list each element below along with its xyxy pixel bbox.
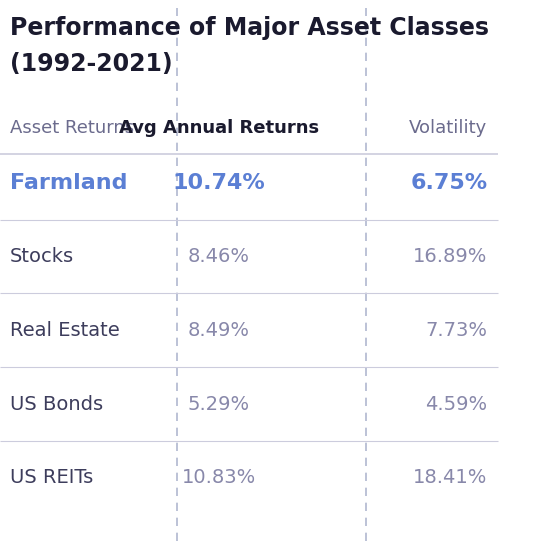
Text: 8.46%: 8.46% [188, 247, 250, 266]
Text: 4.59%: 4.59% [426, 395, 488, 413]
Text: 18.41%: 18.41% [413, 468, 488, 487]
Text: US Bonds: US Bonds [10, 395, 103, 413]
Text: Farmland: Farmland [10, 173, 128, 193]
Text: 7.73%: 7.73% [426, 321, 488, 340]
Text: Stocks: Stocks [10, 247, 74, 266]
Text: 8.49%: 8.49% [188, 321, 250, 340]
Text: Volatility: Volatility [410, 120, 488, 137]
Text: 16.89%: 16.89% [413, 247, 488, 266]
Text: (1992-2021): (1992-2021) [10, 52, 173, 76]
Text: US REITs: US REITs [10, 468, 93, 487]
Text: 10.74%: 10.74% [173, 173, 265, 193]
Text: 6.75%: 6.75% [411, 173, 488, 193]
Text: 5.29%: 5.29% [188, 395, 250, 413]
Text: Asset Returns: Asset Returns [10, 120, 134, 137]
Text: 10.83%: 10.83% [182, 468, 256, 487]
Text: Real Estate: Real Estate [10, 321, 120, 340]
Text: Performance of Major Asset Classes: Performance of Major Asset Classes [10, 16, 489, 40]
Text: Avg Annual Returns: Avg Annual Returns [119, 120, 319, 137]
